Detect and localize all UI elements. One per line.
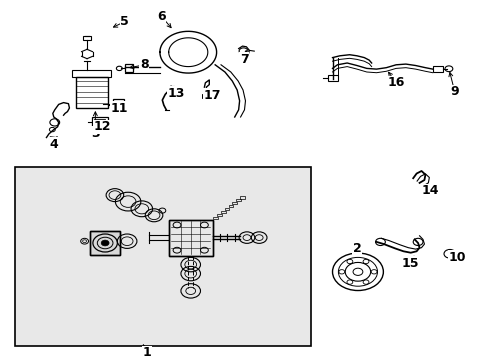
Bar [124, 64, 133, 72]
Text: 10: 10 [447, 251, 465, 264]
Text: 4: 4 [49, 138, 58, 150]
Bar [168, 220, 212, 256]
Bar [453, 258, 460, 262]
Text: 15: 15 [401, 257, 419, 270]
Bar [327, 75, 338, 81]
Text: 7: 7 [240, 53, 248, 66]
Text: 12: 12 [94, 120, 111, 133]
Bar [92, 117, 107, 126]
Bar [220, 211, 225, 213]
Bar [90, 231, 120, 255]
Bar [168, 220, 212, 256]
Text: 13: 13 [167, 87, 184, 100]
Bar [212, 217, 217, 219]
Text: 9: 9 [449, 85, 458, 98]
Text: 1: 1 [142, 346, 151, 359]
Bar [76, 77, 107, 108]
Text: 16: 16 [386, 76, 404, 89]
Bar [113, 99, 124, 110]
Text: 17: 17 [203, 89, 221, 102]
Bar [15, 167, 310, 346]
Bar [202, 94, 212, 98]
Text: 6: 6 [157, 10, 165, 23]
Bar [116, 101, 122, 108]
Bar [232, 202, 237, 204]
Circle shape [101, 240, 109, 246]
Bar [94, 119, 105, 124]
Bar [224, 208, 229, 210]
Bar [216, 214, 221, 216]
Text: 14: 14 [421, 184, 438, 197]
Bar [82, 36, 91, 40]
Bar [432, 66, 442, 72]
Bar [228, 205, 233, 207]
Bar [72, 70, 111, 77]
Text: 5: 5 [120, 15, 129, 28]
Bar [15, 167, 310, 346]
Text: 2: 2 [352, 242, 361, 255]
Text: 3: 3 [91, 127, 100, 140]
Text: 8: 8 [140, 58, 148, 71]
Bar [240, 196, 245, 198]
Text: 11: 11 [111, 102, 128, 114]
Bar [90, 231, 120, 255]
Bar [236, 199, 241, 202]
